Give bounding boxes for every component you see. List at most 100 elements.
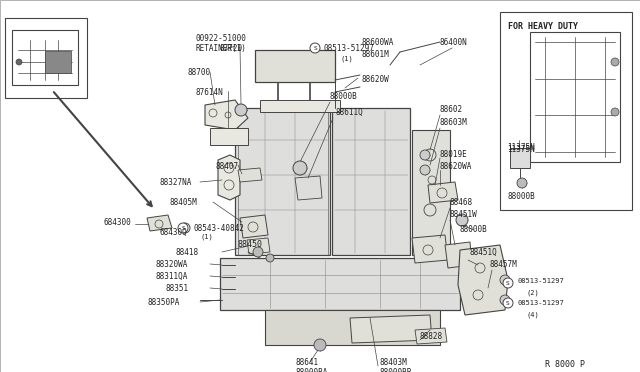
Text: 88403M: 88403M (380, 358, 408, 367)
Polygon shape (220, 258, 460, 310)
Text: S: S (183, 226, 187, 231)
Bar (500, 12, 632, 210)
Polygon shape (147, 215, 172, 231)
Text: 88451Q: 88451Q (470, 248, 498, 257)
Text: 88311QA: 88311QA (155, 272, 188, 281)
Text: 88468: 88468 (450, 198, 473, 207)
Circle shape (500, 295, 510, 305)
Text: 88351: 88351 (165, 284, 188, 293)
Text: 88601M: 88601M (362, 50, 390, 59)
Circle shape (611, 108, 619, 116)
Circle shape (235, 104, 247, 116)
Text: R 8000 P: R 8000 P (545, 360, 585, 369)
Text: 11375N: 11375N (507, 143, 535, 152)
Circle shape (253, 247, 263, 257)
Text: 08513-51297: 08513-51297 (518, 278, 564, 284)
Polygon shape (428, 182, 458, 203)
Polygon shape (240, 215, 268, 238)
Text: 88000BA: 88000BA (295, 368, 328, 372)
Bar (45, 51, 71, 73)
Text: (1): (1) (340, 56, 353, 62)
Text: 88000BB: 88000BB (380, 368, 412, 372)
Circle shape (420, 150, 430, 160)
Text: 88620WA: 88620WA (440, 162, 472, 171)
Polygon shape (332, 108, 410, 255)
Text: 08543-40842: 08543-40842 (193, 224, 244, 233)
Text: 88700: 88700 (188, 68, 211, 77)
Text: 88000B: 88000B (460, 225, 488, 234)
Circle shape (310, 43, 320, 53)
Text: 88019E: 88019E (440, 150, 468, 159)
Text: 88603M: 88603M (440, 118, 468, 127)
Text: 08513-51297: 08513-51297 (323, 44, 374, 53)
Text: 88327NA: 88327NA (160, 178, 193, 187)
Text: 88451W: 88451W (450, 210, 477, 219)
Text: 88350PA: 88350PA (148, 298, 180, 307)
Text: 08513-51297: 08513-51297 (518, 300, 564, 306)
Polygon shape (255, 50, 335, 82)
Polygon shape (350, 315, 432, 343)
Text: 88611Q: 88611Q (335, 108, 363, 117)
Circle shape (420, 165, 430, 175)
Circle shape (16, 59, 22, 65)
Polygon shape (12, 30, 78, 85)
Text: 88000B: 88000B (330, 92, 358, 101)
Circle shape (266, 254, 274, 262)
Polygon shape (265, 310, 440, 345)
Circle shape (503, 278, 513, 288)
Circle shape (314, 339, 326, 351)
Text: 88418: 88418 (175, 248, 198, 257)
Text: (2): (2) (526, 290, 539, 296)
Text: 684300: 684300 (103, 218, 131, 227)
Polygon shape (458, 245, 508, 315)
Polygon shape (415, 328, 447, 344)
Text: 88405M: 88405M (170, 198, 198, 207)
Circle shape (611, 58, 619, 66)
Circle shape (180, 223, 190, 233)
Text: 88407: 88407 (215, 162, 238, 171)
Polygon shape (445, 242, 472, 268)
Text: 88600WA: 88600WA (362, 38, 394, 47)
Text: (4): (4) (526, 312, 539, 318)
Text: (1): (1) (200, 234, 212, 241)
Polygon shape (210, 128, 248, 145)
Text: 00922-51000: 00922-51000 (196, 34, 247, 43)
Text: 88000B: 88000B (507, 192, 535, 201)
Polygon shape (295, 176, 322, 200)
Text: 87720: 87720 (220, 44, 243, 53)
Text: S: S (313, 46, 317, 51)
Polygon shape (205, 100, 248, 130)
Text: 86400N: 86400N (440, 38, 468, 47)
Bar (530, 32, 620, 162)
Polygon shape (238, 168, 262, 182)
Circle shape (500, 275, 510, 285)
Text: 88450: 88450 (238, 240, 263, 249)
Text: 88828: 88828 (420, 332, 443, 341)
Text: RETAINER(1): RETAINER(1) (196, 44, 247, 53)
Circle shape (456, 214, 468, 226)
Circle shape (503, 298, 513, 308)
Polygon shape (412, 130, 450, 255)
Text: 68430Q: 68430Q (160, 228, 188, 237)
Text: 88457M: 88457M (490, 260, 518, 269)
Text: 88620W: 88620W (362, 75, 390, 84)
Text: FOR HEAVY DUTY: FOR HEAVY DUTY (508, 22, 578, 31)
Text: S: S (506, 281, 510, 286)
Polygon shape (260, 100, 340, 112)
Polygon shape (510, 148, 530, 168)
Circle shape (293, 161, 307, 175)
Text: 88320WA: 88320WA (155, 260, 188, 269)
Polygon shape (218, 155, 240, 200)
Text: S: S (181, 226, 185, 231)
Polygon shape (247, 238, 270, 254)
Text: 88641: 88641 (295, 358, 318, 367)
Text: S: S (506, 301, 510, 306)
Text: 87614N: 87614N (195, 88, 223, 97)
Circle shape (517, 178, 527, 188)
Polygon shape (235, 108, 330, 255)
Bar (5, 18, 87, 98)
Circle shape (178, 223, 188, 233)
Text: 88602: 88602 (440, 105, 463, 114)
Polygon shape (412, 235, 448, 263)
Text: 11375N: 11375N (507, 145, 535, 154)
